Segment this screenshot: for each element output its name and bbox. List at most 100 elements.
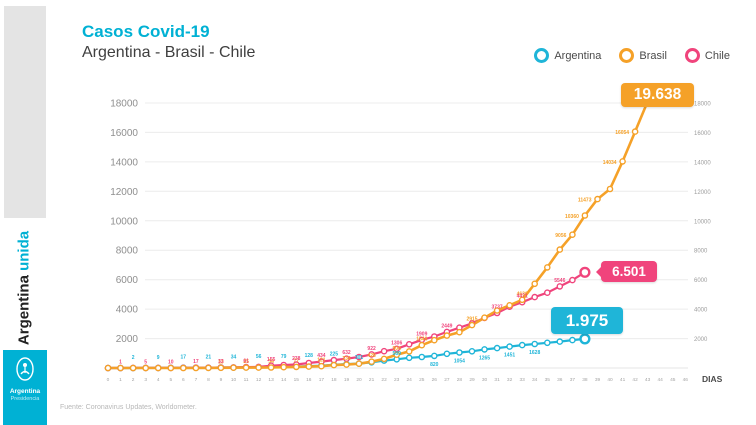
- data-point-chile: [368, 351, 375, 358]
- data-point-argentina: [430, 352, 438, 360]
- data-point-brasil: [418, 341, 426, 349]
- data-point-brasil: [594, 195, 601, 203]
- x-axis-tick: 4: [157, 377, 160, 383]
- point-label-brasil: 4630: [517, 291, 528, 297]
- data-point-brasil: [230, 364, 237, 372]
- x-axis-tick: 40: [607, 377, 613, 383]
- x-axis-tick: 41: [620, 377, 626, 383]
- x-axis-tick: 15: [294, 377, 300, 383]
- y-axis-label-left: 16000: [110, 128, 138, 139]
- data-point-brasil: [117, 364, 124, 372]
- point-label-argentina: 589: [393, 351, 402, 357]
- point-label-brasil: 428: [367, 353, 376, 359]
- y-axis-label-left: 10000: [110, 216, 138, 227]
- data-point-brasil: [242, 364, 250, 371]
- x-axis-tick: 17: [319, 377, 325, 383]
- y-axis-label-right: 12000: [694, 190, 711, 196]
- data-point-argentina: [493, 344, 501, 352]
- x-axis-tick: 29: [469, 377, 475, 383]
- x-axis-tick: 32: [507, 377, 513, 383]
- data-point-brasil: [544, 264, 551, 271]
- legend-ring-chile-icon: [684, 48, 700, 63]
- sidebar-gray-bar: [4, 6, 46, 218]
- x-axis-tick: 7: [195, 377, 198, 383]
- logo-text-presidencia: Presidencia: [10, 396, 40, 402]
- point-label-argentina: 79: [281, 354, 287, 360]
- x-axis-tick: 19: [344, 377, 350, 383]
- legend-ring-argentina-icon: [534, 48, 550, 63]
- point-label-brasil: 34: [268, 359, 274, 365]
- point-label-chile: 1909: [416, 331, 427, 337]
- point-label-brasil: 121: [317, 358, 326, 364]
- x-axis-tick: 34: [532, 377, 538, 383]
- x-axis-tick: 14: [281, 377, 287, 383]
- x-axis-tick: 5: [169, 377, 172, 383]
- point-label-argentina: 1628: [529, 350, 540, 356]
- x-axis-tick: 36: [557, 377, 563, 383]
- x-axis-tick: 2: [132, 377, 135, 383]
- data-point-argentina: [481, 346, 488, 353]
- data-point-brasil: [368, 358, 375, 366]
- point-label-chile: 4471: [517, 294, 528, 300]
- y-axis-label-left: 14000: [110, 157, 138, 168]
- data-point-brasil: [506, 301, 513, 309]
- argentina-presidencia-logo: Argentina Presidencia: [3, 350, 47, 425]
- legend-item-chile[interactable]: Chile: [684, 48, 730, 63]
- x-axis-tick: 1: [119, 377, 122, 383]
- data-point-chile: [380, 347, 388, 355]
- callout-argentina-final: 1.975: [551, 307, 623, 334]
- data-point-argentina: [531, 340, 539, 348]
- data-point-brasil: [205, 364, 212, 372]
- point-label-chile: 238: [292, 356, 301, 362]
- data-point-argentina: [405, 354, 413, 362]
- point-label-chile: 61: [243, 359, 249, 365]
- point-label-chile: 5546: [554, 278, 565, 284]
- point-label-chile: 2449: [441, 323, 452, 329]
- point-label-argentina: 34: [231, 355, 237, 361]
- point-label-argentina: 1265: [479, 355, 490, 361]
- point-label-argentina: 1451: [504, 353, 515, 359]
- point-label-brasil: 13: [218, 359, 224, 365]
- data-point-chile: [393, 345, 401, 353]
- legend-item-argentina[interactable]: Argentina: [534, 48, 601, 63]
- data-point-brasil: [393, 351, 401, 359]
- data-point-brasil: [443, 332, 451, 339]
- point-label-brasil: 9056: [555, 233, 566, 239]
- data-point-brasil: [318, 362, 325, 370]
- source-note: Fuente: Coronavirus Updates, Worldometer…: [60, 404, 197, 411]
- point-label-chile: 1: [119, 360, 122, 366]
- legend-label: Brasil: [639, 49, 667, 62]
- data-point-argentina: [468, 347, 476, 355]
- x-axis-tick: 10: [231, 377, 237, 383]
- data-point-argentina: [418, 353, 426, 361]
- data-point-brasil: [292, 363, 300, 371]
- data-point-brasil: [330, 361, 338, 369]
- point-label-brasil: 25: [243, 359, 249, 365]
- point-label-chile: 155: [267, 357, 276, 363]
- point-label-chile: 922: [367, 346, 376, 352]
- point-label-brasil: 2915: [466, 317, 477, 323]
- data-point-chile: [405, 340, 413, 348]
- legend-item-brasil[interactable]: Brasil: [619, 48, 667, 63]
- x-axis-tick: 23: [394, 377, 400, 383]
- data-point-chile: [531, 293, 539, 301]
- point-label-chile: 10: [168, 359, 174, 365]
- data-point-brasil: [129, 364, 137, 372]
- point-label-argentina: 128: [305, 353, 314, 359]
- x-axis-tick: 24: [407, 377, 413, 383]
- data-point-brasil: [154, 364, 162, 372]
- data-point-brasil: [355, 360, 363, 368]
- data-point-chile: [355, 353, 363, 361]
- point-label-argentina: 17: [181, 355, 187, 361]
- data-point-brasil: [179, 364, 187, 372]
- x-axis-tick: 33: [520, 377, 526, 383]
- point-label-brasil: 234: [342, 356, 351, 362]
- data-point-chile: [556, 283, 564, 290]
- point-label-argentina: 820: [430, 362, 439, 368]
- point-label-brasil: 77: [294, 358, 300, 364]
- data-point-brasil: [518, 296, 526, 304]
- point-label-argentina: 21: [206, 355, 212, 361]
- y-axis-label-left: 6000: [116, 275, 139, 286]
- x-axis-tick: 22: [381, 377, 387, 383]
